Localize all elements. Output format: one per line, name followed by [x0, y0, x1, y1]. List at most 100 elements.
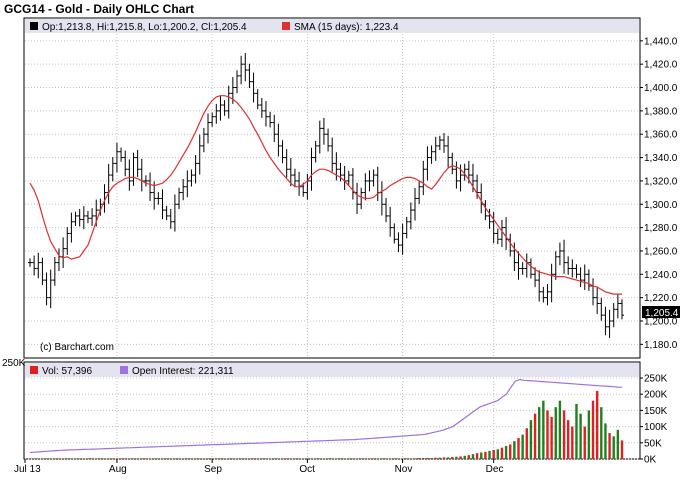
- volume-bar: [492, 449, 495, 459]
- volume-bar: [61, 458, 65, 459]
- price-y-axis: 1,180.0 1,200.0 1,220.0 1,240.0 1,260.0 1,280…: [640, 36, 678, 351]
- volume-bar: [430, 458, 433, 459]
- volume-bar: [417, 458, 421, 459]
- ohlc-bar: [599, 297, 604, 321]
- volume-bar: [326, 458, 330, 459]
- volume-bar: [256, 458, 259, 459]
- volume-bar: [339, 458, 342, 459]
- ohlc-bar: [321, 117, 326, 145]
- volume-bar: [144, 458, 148, 459]
- ohlc-bar: [363, 173, 368, 201]
- ohlc-bar: [201, 127, 206, 153]
- x-tick-label: Dec: [486, 464, 504, 475]
- volume-bar: [550, 416, 553, 459]
- volume-bar: [293, 458, 297, 459]
- volume-bar: [277, 458, 280, 459]
- ohlc-bar: [81, 206, 86, 230]
- volume-bar: [152, 458, 156, 459]
- volume-bar: [426, 458, 429, 459]
- vol-legend-square: [30, 366, 38, 374]
- ohlc-bar: [400, 223, 405, 255]
- ohlc-bar: [177, 187, 182, 210]
- price-tick-label: 1,260.0: [644, 246, 678, 257]
- ohlc-bar: [425, 146, 430, 181]
- ohlc-bar: [487, 208, 492, 229]
- volume-legend-bar: [25, 363, 639, 377]
- volume-bar: [500, 447, 504, 459]
- oi-legend-text: Open Interest: 221,311: [132, 366, 234, 377]
- ohlc-bar: [44, 272, 49, 306]
- volume-tick-label: 150K: [644, 406, 668, 417]
- volume-bar: [177, 458, 181, 459]
- volume-bar: [620, 440, 624, 459]
- ohlc-bar: [255, 89, 260, 110]
- volume-bar: [297, 458, 301, 459]
- volume-bar: [215, 458, 218, 459]
- volume-bar: [480, 452, 483, 459]
- volume-bar: [194, 458, 197, 459]
- volume-tick-label: 100K: [644, 422, 668, 433]
- sma-legend-text: SMA (15 days): 1,223.4: [294, 22, 399, 33]
- volume-grid: [25, 377, 640, 460]
- volume-bar: [132, 458, 135, 459]
- ohlc-bar: [185, 170, 190, 198]
- oi-legend-square: [120, 366, 128, 374]
- volume-bar: [442, 457, 446, 459]
- ohlc-bar: [541, 286, 546, 303]
- ohlc-bar: [148, 172, 153, 201]
- ohlc-bar: [313, 140, 318, 163]
- volume-bar: [202, 458, 206, 459]
- ohlc-bar: [611, 303, 616, 328]
- volume-bar: [140, 458, 143, 459]
- volume-bar: [45, 458, 48, 459]
- volume-bar: [546, 410, 549, 459]
- price-tick-label: 1,180.0: [644, 340, 678, 351]
- volume-bar: [351, 458, 355, 459]
- price-grid: [25, 34, 640, 358]
- volume-bar: [504, 446, 508, 459]
- volume-bar: [347, 458, 350, 459]
- volume-bar: [302, 458, 305, 459]
- watermark: (c) Barchart.com: [40, 342, 114, 353]
- volume-bar: [239, 458, 243, 459]
- sma-legend-square: [282, 22, 290, 30]
- volume-bar: [587, 410, 591, 459]
- ohlc-bar: [239, 55, 244, 85]
- volume-bar: [169, 458, 172, 459]
- volume-bar: [422, 458, 425, 459]
- ohlc-bar: [346, 170, 351, 186]
- ohlc-bar: [367, 170, 372, 192]
- volume-bar: [157, 458, 160, 459]
- volume-bar: [260, 458, 264, 459]
- chart-title: GCG14 - Gold - Daily OHLC Chart: [4, 2, 195, 16]
- volume-bar: [331, 458, 334, 459]
- ohlc-bar: [326, 128, 331, 152]
- volume-bar: [612, 436, 615, 459]
- volume-bar: [186, 458, 189, 459]
- volume-bar: [28, 458, 32, 459]
- ohlc-bar: [408, 202, 413, 230]
- price-tick-label: 1,340.0: [644, 153, 678, 164]
- volume-bar: [517, 437, 520, 459]
- volume-bar: [223, 458, 226, 459]
- volume-bar: [413, 458, 417, 459]
- ohlc-bar: [156, 192, 161, 205]
- ohlc-bar: [48, 269, 53, 309]
- ohlc-bar: [143, 175, 148, 187]
- ohlc-bar: [119, 147, 124, 162]
- ohlc-bar: [69, 212, 74, 243]
- ohlc-bar: [549, 263, 554, 303]
- volume-bar: [455, 456, 458, 459]
- volume-bar: [393, 458, 396, 459]
- volume-bar: [335, 458, 338, 459]
- ohlc-bar: [251, 72, 256, 103]
- volume-bar: [190, 458, 193, 459]
- ohlc-bar: [123, 150, 128, 177]
- volume-bar: [165, 458, 168, 459]
- volume-bar: [525, 428, 528, 459]
- volume-bar: [99, 458, 102, 459]
- ohlc-bar: [433, 136, 438, 161]
- volume-bar: [484, 451, 487, 459]
- volume-bar: [57, 458, 61, 459]
- volume-bar: [78, 458, 81, 459]
